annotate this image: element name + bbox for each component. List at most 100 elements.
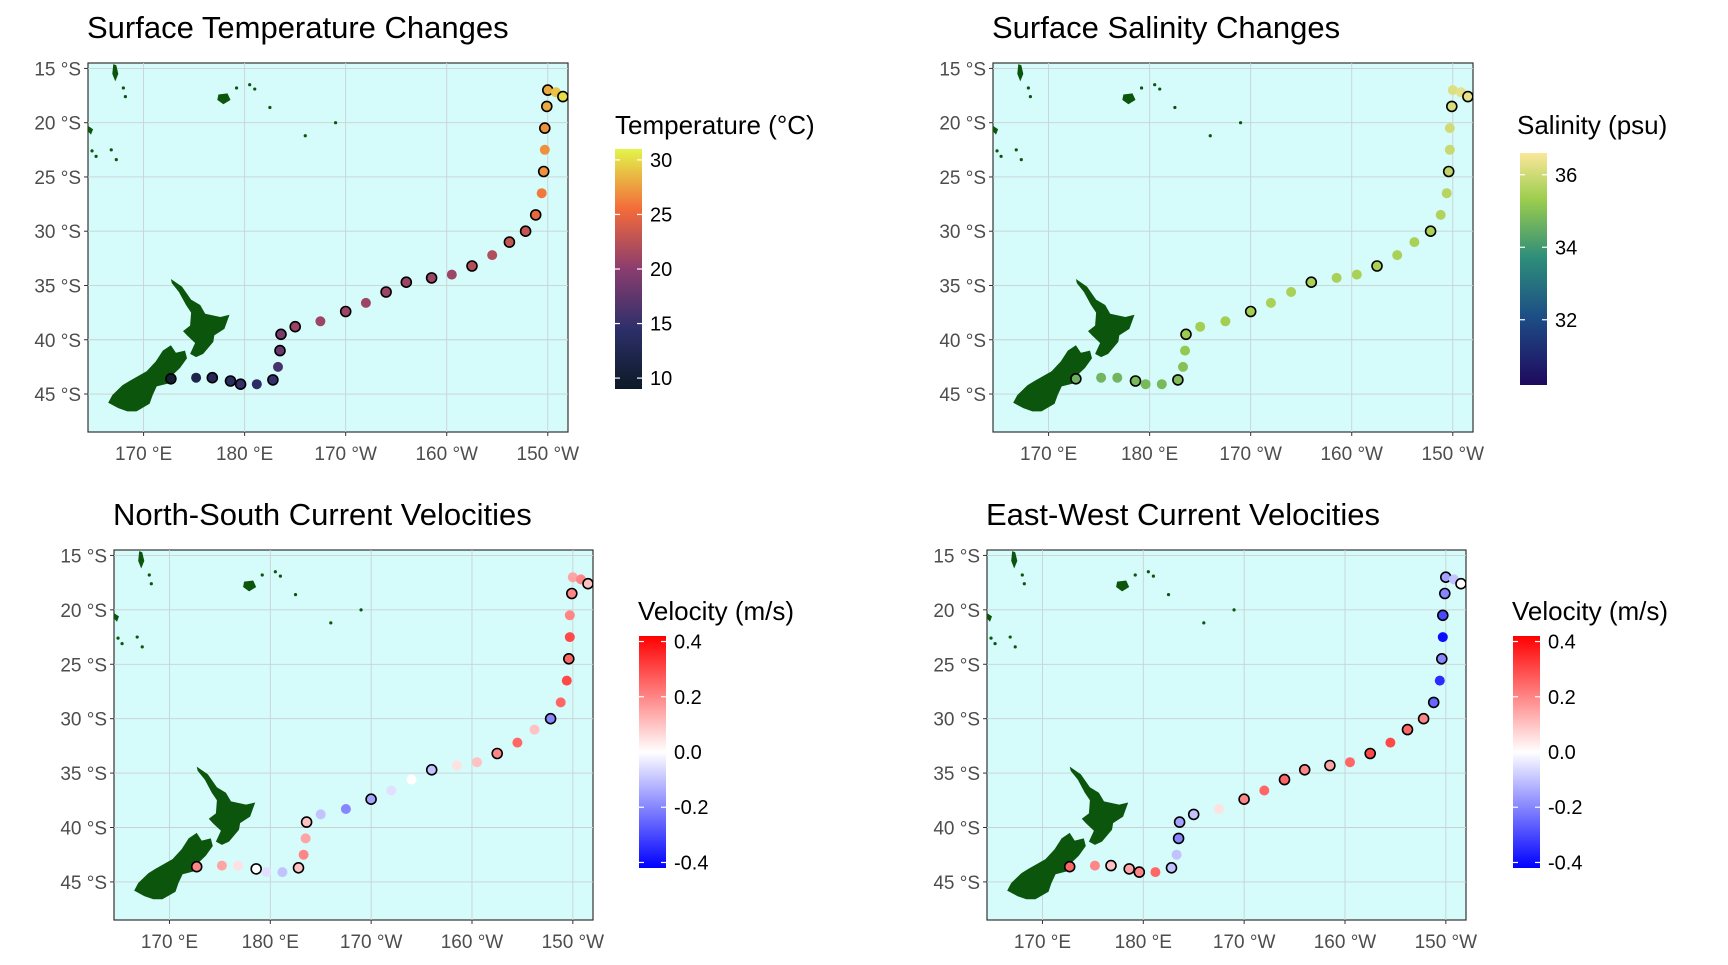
lon-tick-label: 180 °E [242, 932, 299, 953]
track-point [365, 793, 377, 806]
land-south [1013, 345, 1092, 412]
track-point [1259, 785, 1270, 796]
track-point [562, 652, 575, 665]
legend-tick-label: 30 [650, 150, 672, 172]
track-point [1187, 808, 1200, 821]
island [333, 121, 338, 125]
track-point [277, 867, 288, 878]
lat-tick-label: 30 °S [933, 710, 980, 731]
track-point [234, 378, 247, 391]
track-point [425, 272, 438, 284]
lon-tick-label: 160 °W [1314, 932, 1377, 953]
lon-tick-label: 180 °E [1121, 444, 1178, 465]
track-point [1180, 328, 1192, 341]
land-layer [987, 551, 1236, 900]
land-vanuatu [1011, 551, 1018, 569]
lon-tick-label: 170 °E [115, 444, 172, 465]
land-north [1069, 766, 1129, 845]
track-points [1070, 85, 1473, 390]
track-point [487, 250, 498, 261]
track-point [400, 276, 413, 289]
track-point [1371, 260, 1383, 272]
track-point [1173, 816, 1186, 828]
lat-tick-label: 25 °S [939, 168, 986, 189]
lat-tick-label: 35 °S [939, 276, 986, 297]
track-point [300, 816, 313, 828]
legend: Salinity (psu) 36 34 32 [1517, 110, 1667, 385]
track-point [1455, 577, 1466, 590]
island [260, 573, 264, 577]
track-point [1331, 272, 1342, 283]
lat-tick-label: 20 °S [60, 601, 107, 622]
lon-tick-label: 150 °W [1422, 444, 1485, 465]
land-ncal [987, 613, 992, 622]
lat-tick-label: 20 °S [933, 601, 980, 622]
island [120, 641, 124, 646]
panel-salinity: Surface Salinity Changes 15 °S 20 °S 25 °S… [939, 10, 1667, 465]
legend-tick-label: 0.0 [674, 742, 702, 764]
legend-tick-label: 15 [650, 314, 672, 336]
track-point [1286, 287, 1297, 297]
track-point [273, 361, 283, 372]
track-point [1298, 763, 1311, 776]
lon-tick-label: 160 °W [415, 444, 478, 465]
legend-tick-label: -0.2 [674, 797, 708, 819]
track-point [406, 774, 417, 785]
track-point [340, 804, 351, 814]
lat-tick-label: 25 °S [933, 655, 980, 676]
lat-tick-label: 25 °S [60, 655, 107, 676]
track-point [224, 375, 237, 387]
land-south [108, 345, 187, 412]
island [140, 645, 144, 649]
track-point [1446, 100, 1458, 113]
track-point [567, 572, 578, 583]
island [359, 608, 363, 612]
island [1133, 573, 1137, 577]
island [293, 593, 298, 597]
track-point [472, 757, 482, 768]
track-point [292, 861, 305, 874]
island [1208, 134, 1212, 138]
lat-tick-label: 40 °S [60, 819, 107, 840]
track-point [1409, 237, 1420, 248]
panel-title: Surface Salinity Changes [992, 10, 1340, 45]
track-point [360, 297, 371, 308]
panel-temperature: Surface Temperature Changes 15 °S 20 °S 25… [34, 10, 814, 465]
track-point [251, 379, 262, 390]
track-point [1129, 375, 1142, 387]
panel-title: North-South Current Velocities [113, 497, 532, 532]
legend-tick-label: 25 [650, 204, 672, 226]
track-point [561, 675, 572, 686]
legend: Velocity (m/s) 0.4 0.2 0.0 -0.2 -0.4 [638, 596, 794, 874]
lat-tick-labels: 15 °S 20 °S 25 °S 30 °S 35 °S 40 °S 45 °S [933, 546, 987, 894]
track-point [537, 165, 550, 178]
legend: Temperature (°C) 30 25 20 15 10 [615, 110, 815, 390]
land-fiji [1122, 93, 1136, 105]
track-point [1133, 866, 1146, 878]
track-points [165, 84, 568, 391]
track-point [315, 809, 326, 820]
track-point [1150, 867, 1161, 878]
lat-tick-label: 45 °S [933, 873, 980, 894]
track-point [540, 100, 553, 113]
lat-tick-label: 45 °S [34, 385, 81, 406]
track-point [339, 305, 352, 318]
island [135, 635, 139, 639]
island [993, 641, 997, 646]
legend-tick-label: -0.4 [674, 852, 708, 874]
legend-title: Salinity (psu) [1517, 110, 1667, 140]
panel-title: East-West Current Velocities [986, 497, 1380, 532]
island [995, 149, 999, 153]
legend-tick-label: 0.2 [1548, 687, 1576, 709]
track-point [519, 225, 532, 237]
track-point [233, 860, 243, 871]
track-point [315, 316, 326, 327]
lat-tick-label: 35 °S [60, 764, 107, 785]
track-point [1172, 832, 1185, 845]
panel-ns-velocity: North-South Current Velocities 15 °S 20 °… [60, 497, 794, 953]
island [1238, 121, 1243, 125]
land-layer [114, 551, 363, 900]
lon-tick-label: 160 °W [1320, 444, 1383, 465]
track-point [1156, 379, 1167, 390]
track-point [451, 760, 462, 771]
